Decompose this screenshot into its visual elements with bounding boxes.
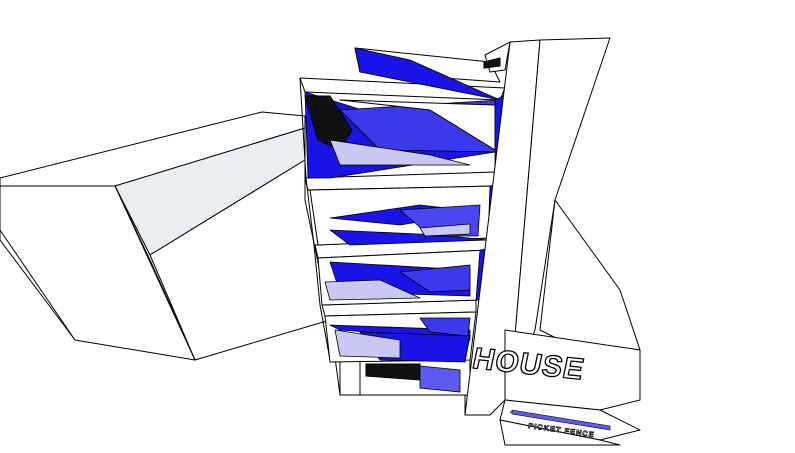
glass-panel (419, 317, 471, 337)
dark-reveal (304, 95, 353, 151)
facade-level-2 (309, 181, 506, 246)
facade-level-4 (324, 311, 477, 363)
glass-panel (399, 264, 471, 293)
facade-level-3 (317, 247, 495, 306)
neighbor-building-right (499, 199, 641, 446)
neighbor-building-left (0, 111, 331, 361)
side-fin-wall (464, 37, 611, 416)
